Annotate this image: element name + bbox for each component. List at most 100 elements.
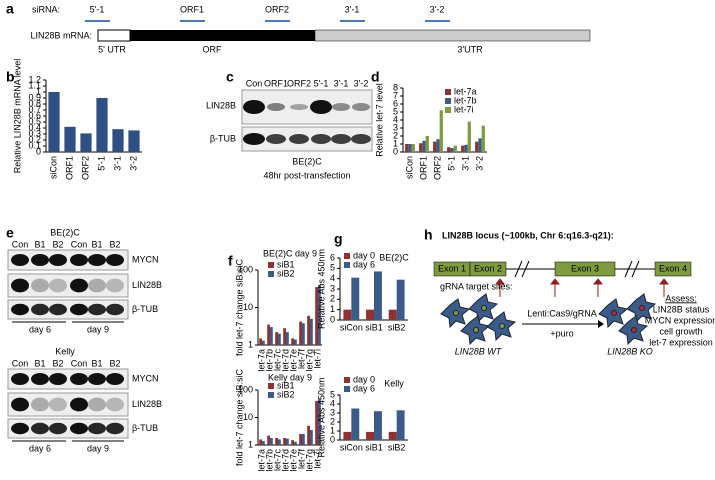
band [49, 422, 67, 435]
cell-line: Kelly [55, 346, 75, 356]
bar [396, 410, 405, 440]
cell-line: BE(2)C [50, 227, 80, 237]
y-tick-label: 0.8 [28, 98, 41, 108]
bar [464, 144, 468, 152]
bar [302, 434, 305, 445]
bar [294, 339, 297, 345]
bar [351, 277, 360, 320]
band [88, 278, 106, 293]
bar [447, 147, 451, 152]
sirna: 3'-1 [345, 4, 360, 14]
panel-label: a [6, 1, 14, 17]
legend-swatch [344, 262, 350, 268]
wt-cells [440, 293, 517, 346]
y-tick-label: 7 [393, 90, 398, 100]
legend-swatch [268, 392, 274, 398]
y-tick-label: 0 [330, 434, 335, 444]
lane-label: B1 [34, 358, 45, 368]
bar [366, 309, 374, 320]
bar [286, 332, 289, 345]
x-tick-label: let-7d [280, 349, 290, 372]
bar [388, 431, 397, 440]
band [11, 397, 29, 412]
sirna: ORF2 [265, 4, 289, 14]
bar [374, 271, 382, 320]
y-axis-label: Relative Abs 450nm [316, 249, 326, 329]
chart-title: BE(2)C day 9 [263, 248, 317, 258]
sirna: 5'-1 [90, 4, 105, 14]
bar [478, 138, 482, 152]
bar [405, 144, 409, 152]
x-tick-label: let-7g [304, 349, 314, 372]
band [31, 422, 49, 435]
legend-label: day 6 [353, 259, 375, 269]
row-label: β-TUB [210, 133, 236, 143]
bar [366, 431, 374, 440]
bar [267, 324, 270, 345]
bar [291, 338, 294, 345]
band [70, 422, 88, 435]
ko-label: LIN28B KO [607, 346, 653, 356]
y-tick-label: 0.5 [28, 116, 41, 126]
band [106, 278, 124, 293]
exon-label: Exon 2 [474, 263, 502, 273]
x-tick-label: siB2 [388, 442, 406, 452]
legend-label: day 0 [353, 374, 375, 384]
x-tick-label: 3'-1 [460, 156, 470, 171]
y-tick-label: 0 [330, 314, 335, 324]
band [88, 397, 106, 412]
note: 48hr post-transfection [263, 170, 350, 180]
lane-label: 3'-2 [354, 78, 369, 88]
sirna: ORF1 [180, 4, 204, 14]
chart-title: BE(2)C [379, 252, 409, 262]
lane-label: B2 [52, 358, 63, 368]
y-tick-label: 5 [330, 263, 335, 273]
band [31, 303, 49, 316]
band [11, 422, 29, 435]
lane-label: 3'-1 [334, 78, 349, 88]
exon-label: Exon 4 [659, 263, 687, 273]
bar [259, 338, 262, 345]
y-tick-label: 2 [330, 416, 335, 426]
y-tick-label: 1 [330, 425, 335, 435]
bar [439, 110, 443, 152]
bands [243, 100, 371, 145]
y-axis-label: Relative let-7 level [374, 83, 384, 157]
bar [388, 309, 397, 320]
x-tick-label: siCon [404, 156, 414, 179]
band [31, 254, 49, 266]
day-label: day 6 [29, 443, 51, 453]
bar [318, 399, 321, 445]
lane-label: 5'-1 [314, 78, 329, 88]
y-tick-label: 5 [393, 106, 398, 116]
y-tick-label: 10 [243, 302, 253, 312]
bar [450, 148, 454, 152]
y-tick-label: 2 [330, 294, 335, 304]
x-tick-label: 3'-2 [128, 156, 138, 171]
band [88, 254, 106, 266]
band [106, 303, 124, 316]
exon [654, 261, 692, 277]
x-tick-label: let-7g [304, 449, 314, 472]
exon-label: Exon 1 [438, 263, 466, 273]
bar [128, 130, 140, 152]
bar [310, 318, 313, 345]
row-label: MYCN [132, 373, 159, 383]
bar [275, 437, 278, 445]
bar [262, 440, 265, 445]
y-tick-label: 0.7 [28, 104, 41, 114]
y-tick-label: 3 [393, 122, 398, 132]
band [70, 373, 88, 385]
legend-label: siB2 [277, 389, 295, 399]
x-tick-label: siCon [340, 322, 363, 332]
y-tick-label: 0.3 [28, 128, 41, 138]
y-tick-label: 0.6 [28, 110, 41, 120]
lane-label: B1 [91, 239, 102, 249]
y-tick-label: 1.1 [28, 80, 41, 90]
method: Lenti:Cas9/gRNA [527, 308, 597, 318]
bar [343, 431, 352, 440]
legend-label: let-7i [454, 104, 474, 114]
y-tick-label: 1 [248, 339, 253, 349]
x-tick-label: let-7e [288, 449, 298, 472]
y-tick-label: 0 [36, 146, 41, 156]
